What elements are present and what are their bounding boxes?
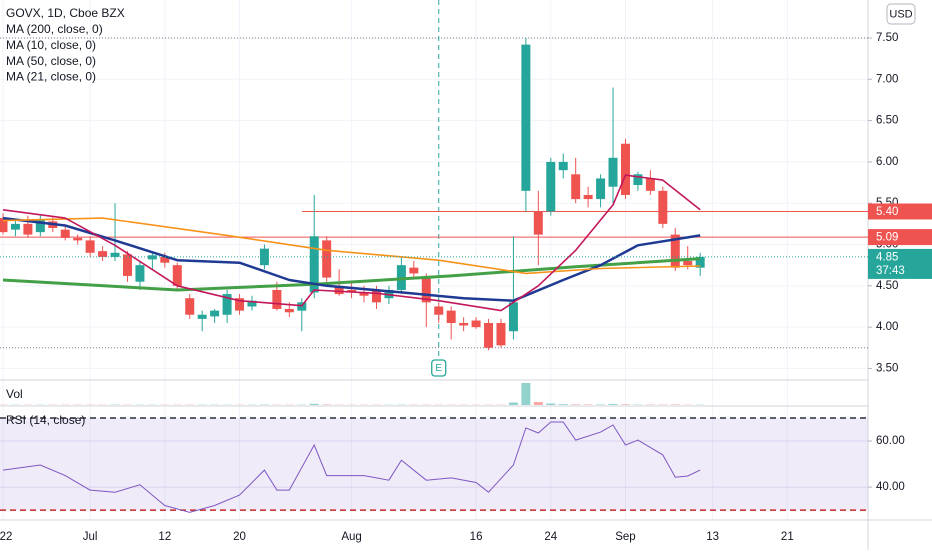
candle-body xyxy=(185,298,194,315)
candle-body xyxy=(86,240,95,252)
candle-body xyxy=(509,302,518,331)
x-tick-label: Sep xyxy=(615,531,635,543)
candle-body xyxy=(621,144,630,195)
y-tick-label: 6.00 xyxy=(876,156,898,168)
volume-bar xyxy=(571,404,580,405)
volume-bar xyxy=(559,404,568,405)
candle-body xyxy=(546,162,555,212)
rsi-y-tick-label: 60.00 xyxy=(876,435,905,447)
rsi-band xyxy=(0,418,868,510)
rsi-label: RSI (14, close) xyxy=(6,413,85,427)
legend-entry: MA (10, close, 0) xyxy=(6,38,96,52)
x-tick-label: 16 xyxy=(470,531,483,543)
chart-title: GOVX, 1D, Cboe BZX xyxy=(6,6,125,20)
volume-bar xyxy=(609,404,618,405)
candle-body xyxy=(11,224,20,230)
candle-body xyxy=(135,265,144,282)
earnings-label: E xyxy=(435,363,442,374)
y-tick-label: 6.50 xyxy=(876,115,898,127)
candle-body xyxy=(559,162,568,170)
volume-bar xyxy=(534,402,543,405)
candle-body xyxy=(123,254,132,275)
candle-body xyxy=(646,178,655,190)
x-tick-label: Jul xyxy=(83,531,98,543)
candle-body xyxy=(409,268,418,274)
countdown-label: 37:43 xyxy=(876,265,905,277)
candle-body xyxy=(272,290,281,309)
candle-body xyxy=(447,311,456,323)
x-tick-label: Aug xyxy=(341,531,361,543)
volume-bar xyxy=(322,405,331,406)
candle-body xyxy=(434,306,443,314)
candle-body xyxy=(322,240,331,277)
x-tick-label: 13 xyxy=(706,531,719,543)
legend-entry: MA (200, close, 0) xyxy=(6,22,103,36)
volume-bar xyxy=(584,405,593,406)
candle-body xyxy=(210,311,219,317)
currency-text[interactable]: USD xyxy=(889,8,912,20)
last-price-label: 4.85 xyxy=(876,251,898,263)
candle-body xyxy=(111,253,120,257)
candle-body xyxy=(61,230,70,238)
y-tick-label: 4.00 xyxy=(876,321,898,333)
candle-body xyxy=(285,309,294,312)
legend-entry: MA (21, close, 0) xyxy=(6,70,96,84)
candle-body xyxy=(521,45,530,191)
candle-body xyxy=(496,323,505,345)
currency-button[interactable]: USD xyxy=(887,4,915,24)
candle-body xyxy=(73,238,82,240)
volume-bar xyxy=(671,405,680,406)
candle-body xyxy=(534,211,543,234)
x-tick-label: 24 xyxy=(544,531,557,543)
candle-body xyxy=(472,321,481,328)
candle-body xyxy=(173,265,182,286)
rsi-y-tick-label: 40.00 xyxy=(876,481,905,493)
y-tick-label: 7.00 xyxy=(876,73,898,85)
volume-bar xyxy=(596,405,605,406)
candle-body xyxy=(198,315,207,319)
x-tick-label: 21 xyxy=(781,531,794,543)
price-line-label: 5.09 xyxy=(876,232,898,244)
volume-bar xyxy=(310,404,319,405)
y-tick-label: 3.50 xyxy=(876,362,898,374)
candle-body xyxy=(683,261,692,265)
candle-body xyxy=(484,323,493,348)
candle-body xyxy=(148,255,157,259)
candle-body xyxy=(584,195,593,199)
candle-body xyxy=(23,224,32,235)
candle-body xyxy=(459,323,468,325)
candle-body xyxy=(609,158,618,187)
x-tick-label: 12 xyxy=(158,531,171,543)
volume-bar xyxy=(521,383,530,405)
candle-body xyxy=(571,174,580,199)
x-tick-label: 20 xyxy=(233,531,246,543)
volume-label: Vol xyxy=(6,387,23,401)
candle-body xyxy=(372,290,381,302)
legend-entry: MA (50, close, 0) xyxy=(6,54,96,68)
y-tick-label: 4.50 xyxy=(876,280,898,292)
price-line-label: 5.40 xyxy=(876,206,898,218)
x-tick-label: 22 xyxy=(0,531,12,543)
candle-body xyxy=(658,191,667,224)
volume-bar xyxy=(621,404,630,405)
candle-body xyxy=(596,178,605,199)
y-tick-label: 7.50 xyxy=(876,32,898,44)
candle-body xyxy=(98,251,107,257)
volume-bar xyxy=(546,404,555,406)
volume-bar xyxy=(509,403,518,406)
